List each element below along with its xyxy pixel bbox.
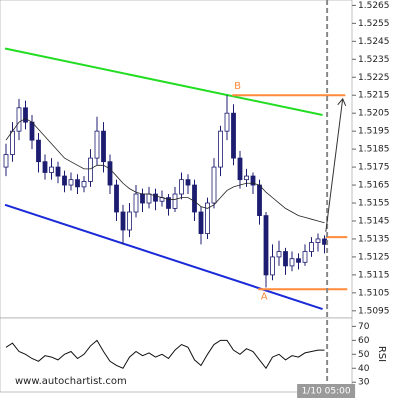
y-tick-label: 1.5115	[358, 270, 390, 280]
y-tick-label: 50	[358, 350, 370, 360]
candle-body	[55, 166, 61, 177]
candle-body	[133, 193, 139, 213]
candle-body	[315, 238, 321, 243]
arrow-head	[337, 97, 347, 107]
candle-body	[231, 112, 236, 159]
candle-body	[244, 175, 249, 181]
y-tick-label: 30	[358, 378, 370, 388]
candle-body	[192, 184, 197, 213]
candle-body	[205, 202, 210, 234]
candle-body	[166, 197, 171, 209]
y-tick-label: 1.5245	[358, 37, 390, 47]
y-tick-label: 1.5155	[358, 199, 390, 209]
y-tick-label: 1.5205	[358, 109, 390, 119]
candle-body	[120, 211, 126, 231]
candle-body	[10, 130, 15, 155]
candle-body	[29, 121, 35, 141]
candle-body	[179, 179, 184, 195]
time-label: 1/10 05:00	[302, 387, 351, 397]
candle-body	[16, 107, 22, 132]
y-tick-label: 1.5135	[358, 234, 390, 244]
candle-body	[283, 251, 288, 267]
candle-body	[263, 215, 269, 276]
y-tick-label: 1.5145	[358, 216, 390, 226]
rsi-label: RSI	[376, 346, 387, 362]
candle-body	[172, 193, 178, 209]
candle-body	[153, 193, 158, 202]
y-tick-label: 1.5255	[358, 19, 390, 29]
candle-body	[257, 184, 262, 216]
candle-body	[49, 166, 54, 173]
trendline	[4, 47, 323, 116]
y-tick-label: 1.5215	[358, 91, 390, 101]
candle-body	[276, 251, 282, 258]
time-label-box	[297, 384, 356, 398]
candle-body	[198, 211, 204, 234]
y-tick-label: 1.5165	[358, 181, 390, 191]
rsi-panel	[0, 317, 353, 393]
y-tick-label: 1.5125	[358, 252, 390, 262]
candle-body	[146, 193, 152, 204]
candle-body	[302, 251, 308, 263]
candle-body	[127, 211, 132, 231]
candle-body	[88, 157, 93, 182]
candle-body	[42, 161, 48, 173]
candle-body	[309, 242, 314, 252]
candle-body	[101, 130, 106, 163]
candle-body	[94, 130, 100, 159]
y-tick-label: 1.5235	[358, 55, 390, 65]
candle-body	[211, 166, 217, 204]
y-tick-label: 1.5175	[358, 163, 390, 173]
moving-average	[5, 118, 325, 224]
y-tick-label: 1.5185	[358, 145, 390, 155]
candle-body	[237, 157, 243, 181]
candle-body	[75, 179, 80, 188]
candle-body	[68, 179, 74, 186]
candle-body	[107, 161, 113, 186]
annotation: B	[234, 81, 241, 92]
y-tick-label: 1.5225	[358, 73, 390, 83]
candle-body	[23, 107, 28, 123]
candle-body	[270, 256, 275, 276]
y-tick-label: 40	[358, 364, 370, 374]
y-tick-label: 1.5195	[358, 127, 390, 137]
annotation: A	[261, 291, 268, 302]
candle-body	[140, 193, 145, 204]
price-panel	[0, 0, 353, 319]
y-tick-label: 1.5105	[358, 288, 390, 298]
rsi-line	[5, 339, 325, 370]
y-tick-label: 1.5265	[358, 1, 390, 11]
candle-body	[322, 238, 327, 245]
candle-body	[218, 130, 223, 168]
candle-body	[114, 184, 119, 213]
candle-body	[296, 258, 301, 263]
candle-body	[3, 154, 9, 168]
candle-body	[289, 258, 295, 267]
candle-body	[250, 175, 256, 186]
watermark: www.autochartist.com	[15, 376, 127, 387]
y-tick-label: 70	[358, 322, 370, 332]
candle-body	[185, 179, 191, 186]
y-tick-label: 60	[358, 336, 370, 346]
candle-body	[36, 139, 41, 163]
candle-body	[81, 181, 87, 188]
candle-body	[62, 175, 67, 186]
candle-body	[224, 112, 230, 132]
trendline	[4, 203, 323, 310]
y-tick-label: 1.5095	[358, 306, 390, 316]
projection-arrow	[325, 98, 344, 232]
